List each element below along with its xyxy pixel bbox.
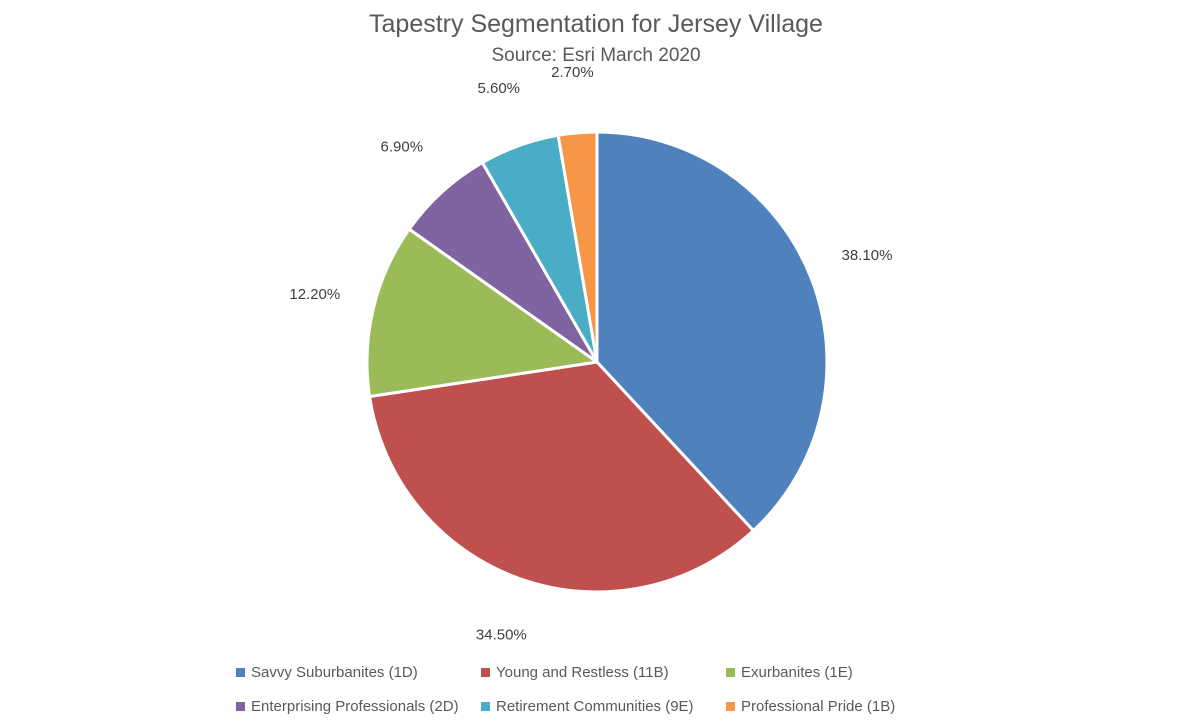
legend-item: Savvy Suburbanites (1D)	[236, 664, 481, 681]
chart-legend: Savvy Suburbanites (1D) Young and Restle…	[236, 655, 956, 723]
chart-subtitle: Source: Esri March 2020	[491, 45, 701, 66]
legend-item: Enterprising Professionals (2D)	[236, 698, 481, 715]
legend-item: Young and Restless (11B)	[481, 664, 726, 681]
legend-label: Professional Pride (1B)	[741, 697, 896, 715]
legend-swatch	[481, 701, 490, 711]
data-label-retirement-communities: 5.60%	[477, 80, 520, 97]
legend-label: Exurbanites (1E)	[741, 663, 853, 681]
legend-label: Enterprising Professionals (2D)	[251, 697, 459, 715]
legend-item: Exurbanites (1E)	[726, 664, 853, 681]
data-label-enterprising-professionals: 6.90%	[381, 138, 424, 155]
legend-swatch	[726, 701, 735, 711]
pie-slices	[365, 130, 829, 594]
legend-label: Young and Restless (11B)	[496, 663, 669, 681]
legend-row: Savvy Suburbanites (1D) Young and Restle…	[236, 655, 956, 689]
legend-swatch	[481, 667, 490, 677]
legend-label: Retirement Communities (9E)	[496, 697, 694, 715]
legend-label: Savvy Suburbanites (1D)	[251, 663, 418, 681]
pie-slice-young-and-restless	[368, 360, 755, 594]
pie-slice-professional-pride	[556, 130, 599, 364]
pie-slice-savvy-suburbanites	[595, 130, 829, 533]
data-label-exurbanites: 12.20%	[289, 286, 340, 303]
legend-row: Enterprising Professionals (2D) Retireme…	[236, 689, 956, 723]
data-label-savvy-suburbanites: 38.10%	[842, 247, 893, 264]
chart-title: Tapestry Segmentation for Jersey Village	[369, 10, 823, 38]
pie-slice-exurbanites	[365, 227, 599, 399]
legend-item: Retirement Communities (9E)	[481, 698, 726, 715]
legend-swatch	[236, 667, 245, 677]
data-label-young-and-restless: 34.50%	[476, 627, 527, 644]
pie-data-labels: 38.10% 34.50% 12.20% 6.90% 5.60% 2.70%	[289, 64, 892, 644]
legend-swatch	[236, 701, 245, 711]
legend-swatch	[726, 667, 735, 677]
data-label-professional-pride: 2.70%	[551, 64, 594, 81]
pie-chart: 38.10% 34.50% 12.20% 6.90% 5.60% 2.70%	[289, 64, 892, 644]
legend-item: Professional Pride (1B)	[726, 698, 895, 715]
